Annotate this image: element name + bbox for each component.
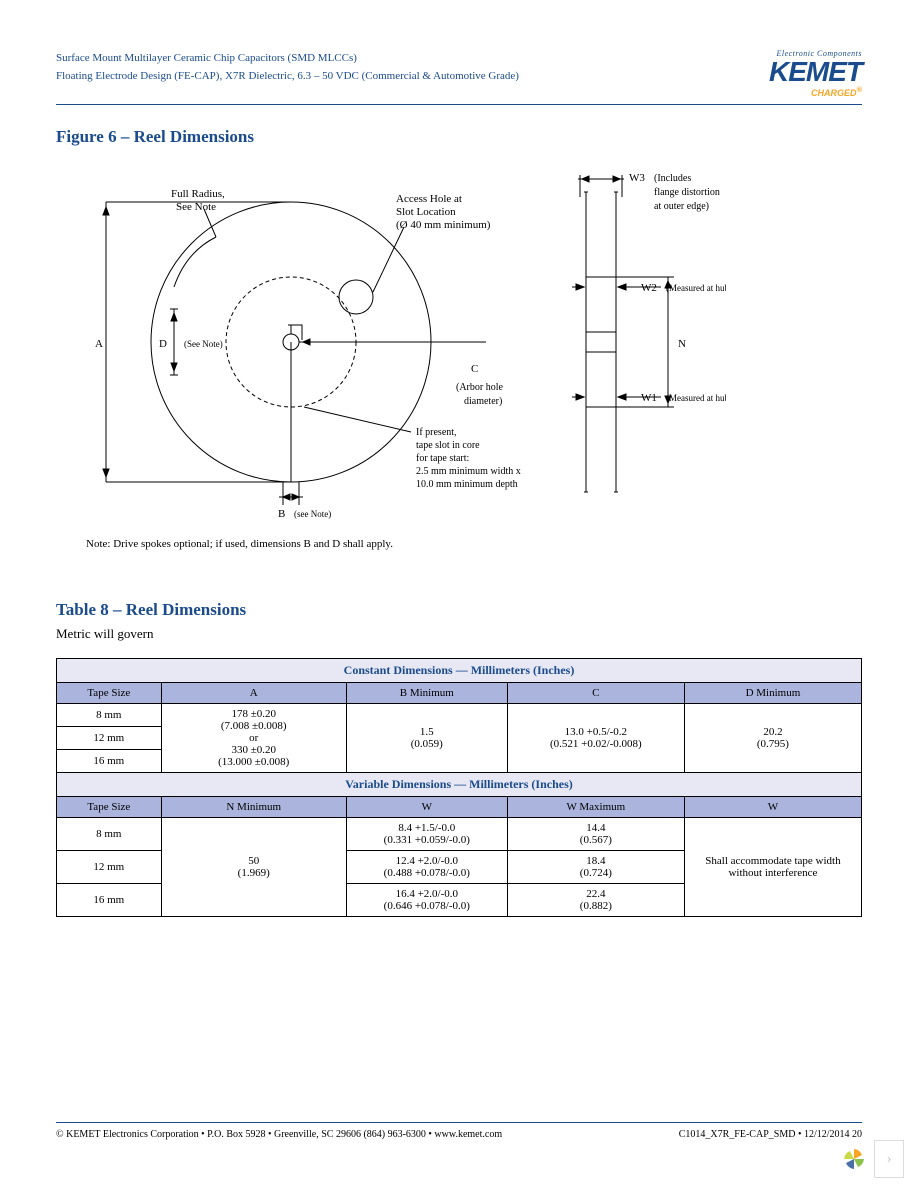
- header-line1: Surface Mount Multilayer Ceramic Chip Ca…: [56, 50, 519, 68]
- svg-text:flange distortion: flange distortion: [654, 187, 720, 198]
- svg-text:at outer edge): at outer edge): [654, 201, 709, 212]
- svg-text:(See Note): (See Note): [184, 339, 223, 349]
- cell: 12 mm: [57, 727, 162, 750]
- cell: 1.5(0.059): [346, 704, 507, 773]
- next-button[interactable]: ›: [874, 1140, 904, 1178]
- col-wlast: W: [684, 797, 861, 818]
- col-a: A: [161, 683, 346, 704]
- svg-text:for tape start:: for tape start:: [416, 453, 469, 464]
- carousel-controls: ›: [842, 1140, 904, 1178]
- cell: 8 mm: [57, 704, 162, 727]
- svg-text:B: B: [278, 508, 285, 520]
- col-w: W: [346, 797, 507, 818]
- logo-tagline-bottom: CHARGED®: [769, 86, 862, 98]
- figure-6: Figure 6 – Reel Dimensions: [56, 127, 862, 550]
- cell: 20.2(0.795): [684, 704, 861, 773]
- page-header: Surface Mount Multilayer Ceramic Chip Ca…: [56, 50, 862, 105]
- cell: 12 mm: [57, 851, 162, 884]
- svg-text:W1: W1: [641, 392, 657, 404]
- col-tape-size: Tape Size: [57, 683, 162, 704]
- svg-text:(Measured at hub): (Measured at hub): [666, 283, 726, 293]
- svg-text:Slot Location: Slot Location: [396, 206, 456, 218]
- metric-note: Metric will govern: [56, 626, 862, 642]
- header-text: Surface Mount Multilayer Ceramic Chip Ca…: [56, 50, 519, 85]
- svg-text:tape slot in core: tape slot in core: [416, 440, 480, 451]
- cell: 13.0 +0.5/-0.2(0.521 +0.02/-0.008): [507, 704, 684, 773]
- table-band-constant: Constant Dimensions — Millimeters (Inche…: [57, 659, 862, 683]
- svg-text:10.0 mm minimum depth: 10.0 mm minimum depth: [416, 479, 518, 490]
- figure-note: Note: Drive spokes optional; if used, di…: [86, 538, 862, 550]
- svg-text:Full Radius,: Full Radius,: [171, 188, 225, 200]
- table-band-variable: Variable Dimensions — Millimeters (Inche…: [57, 773, 862, 797]
- svg-text:(Ø 40 mm minimum): (Ø 40 mm minimum): [396, 219, 491, 231]
- col-wmax: W Maximum: [507, 797, 684, 818]
- svg-text:(Measured at hub): (Measured at hub): [666, 393, 726, 403]
- cell: 12.4 +2.0/-0.0(0.488 +0.078/-0.0): [346, 851, 507, 884]
- cell: Shall accommodate tape widthwithout inte…: [684, 818, 861, 917]
- cell: 16 mm: [57, 884, 162, 917]
- cell: 178 ±0.20(7.008 ±0.008)or330 ±0.20(13.00…: [161, 704, 346, 773]
- svg-text:W3: W3: [629, 172, 645, 184]
- svg-text:(Includes: (Includes: [654, 173, 691, 184]
- col-tape-size: Tape Size: [57, 797, 162, 818]
- reel-dimensions-table: Constant Dimensions — Millimeters (Inche…: [56, 658, 862, 917]
- col-b: B Minimum: [346, 683, 507, 704]
- svg-text:See Note: See Note: [176, 201, 216, 213]
- svg-text:A: A: [95, 338, 103, 350]
- cell: 18.4(0.724): [507, 851, 684, 884]
- col-n: N Minimum: [161, 797, 346, 818]
- svg-text:(Arbor hole: (Arbor hole: [456, 382, 503, 393]
- svg-text:diameter): diameter): [464, 396, 502, 407]
- table-8: Table 8 – Reel Dimensions Metric will go…: [56, 600, 862, 917]
- logo-main: KEMET: [769, 58, 862, 86]
- cell: 16 mm: [57, 750, 162, 773]
- svg-text:Access Hole at: Access Hole at: [396, 193, 462, 205]
- col-d: D Minimum: [684, 683, 861, 704]
- cell: 8 mm: [57, 818, 162, 851]
- brand-logo: Electronic Components KEMET CHARGED®: [769, 50, 862, 98]
- cell: 50(1.969): [161, 818, 346, 917]
- svg-text:2.5 mm minimum width x: 2.5 mm minimum width x: [416, 466, 521, 477]
- svg-text:(see Note): (see Note): [294, 509, 331, 519]
- col-c: C: [507, 683, 684, 704]
- chevron-right-icon: ›: [886, 1150, 891, 1168]
- cell: 14.4(0.567): [507, 818, 684, 851]
- cell: 22.4(0.882): [507, 884, 684, 917]
- footer-right: C1014_X7R_FE-CAP_SMD • 12/12/2014 20: [679, 1129, 862, 1140]
- footer-left: © KEMET Electronics Corporation • P.O. B…: [56, 1129, 502, 1140]
- page-footer: © KEMET Electronics Corporation • P.O. B…: [56, 1122, 862, 1140]
- pinwheel-icon[interactable]: [842, 1147, 866, 1171]
- svg-text:N: N: [678, 338, 686, 350]
- cell: 8.4 +1.5/-0.0(0.331 +0.059/-0.0): [346, 818, 507, 851]
- svg-text:If present,: If present,: [416, 427, 457, 438]
- table-title: Table 8 – Reel Dimensions: [56, 600, 862, 620]
- svg-text:D: D: [159, 338, 167, 350]
- cell: 16.4 +2.0/-0.0(0.646 +0.078/-0.0): [346, 884, 507, 917]
- svg-text:W2: W2: [641, 282, 657, 294]
- svg-text:C: C: [471, 363, 478, 375]
- figure-title: Figure 6 – Reel Dimensions: [56, 127, 862, 147]
- header-line2: Floating Electrode Design (FE-CAP), X7R …: [56, 68, 519, 86]
- reel-diagram: Full Radius, See Note Access Hole at Slo…: [66, 157, 726, 527]
